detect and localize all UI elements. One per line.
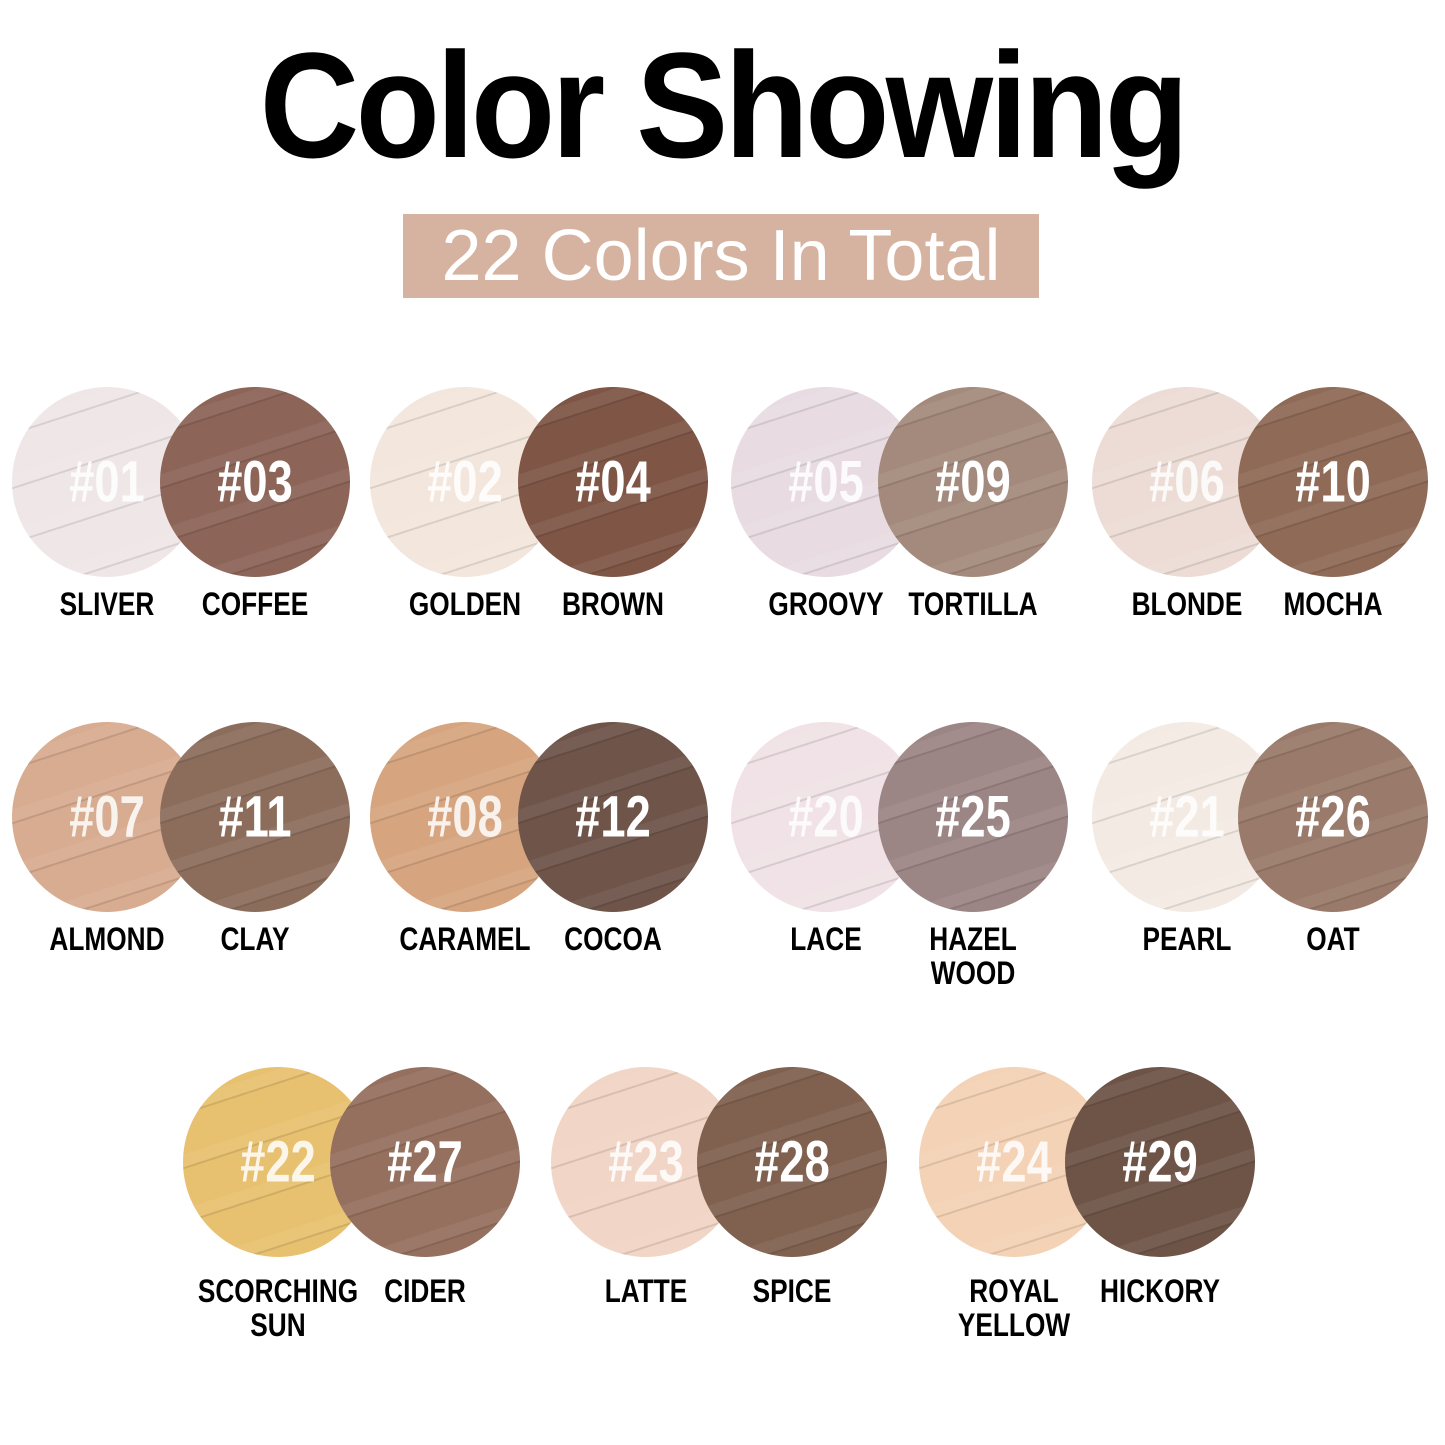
shade-number: #12 (575, 784, 651, 850)
shade-number: #09 (935, 449, 1011, 515)
color-swatch: #11 (160, 722, 350, 912)
shade-name: COCOA (564, 921, 662, 957)
shade-name: SPICE (752, 1273, 832, 1309)
color-swatch: #25 (878, 722, 1068, 912)
color-swatch: #26 (1238, 722, 1428, 912)
shade-name: GOLDEN (408, 586, 522, 622)
shade-name: CIDER (384, 1273, 466, 1309)
shade-number: #07 (69, 784, 145, 850)
shade-name: CARAMEL (399, 921, 531, 957)
shade-name: SCORCHING SUN (197, 1273, 359, 1343)
shade-name: BROWN (561, 586, 665, 622)
shade-number: #10 (1295, 449, 1371, 515)
shade-number: #25 (935, 784, 1011, 850)
shade-name: HAZEL WOOD (929, 921, 1017, 991)
color-swatch: #12 (518, 722, 708, 912)
shade-number: #20 (788, 784, 864, 850)
shade-number: #01 (69, 449, 145, 515)
shade-number: #29 (1122, 1129, 1198, 1195)
shade-number: #27 (387, 1129, 463, 1195)
shade-name: PEARL (1142, 921, 1232, 957)
shade-name: COFFEE (201, 586, 309, 622)
color-swatch: #10 (1238, 387, 1428, 577)
page-title: Color Showing (259, 21, 1189, 189)
shade-number: #23 (608, 1129, 684, 1195)
shade-name: LATTE (604, 1273, 688, 1309)
shade-name: ROYAL YELLOW (957, 1273, 1071, 1343)
color-swatch: #09 (878, 387, 1068, 577)
shade-number: #28 (754, 1129, 830, 1195)
shade-number: #24 (976, 1129, 1052, 1195)
shade-number: #21 (1149, 784, 1225, 850)
shade-name: ALMOND (49, 921, 165, 957)
shade-number: #08 (427, 784, 503, 850)
shade-number: #02 (427, 449, 503, 515)
shade-number: #22 (240, 1129, 316, 1195)
shade-number: #05 (788, 449, 864, 515)
color-swatch: #04 (518, 387, 708, 577)
shade-name: GROOVY (768, 586, 884, 622)
subtitle-banner: 22 Colors In Total (403, 214, 1039, 298)
shade-number: #03 (217, 449, 293, 515)
shade-name: OAT (1306, 921, 1360, 957)
shade-name: SLIVER (59, 586, 155, 622)
shade-name: LACE (790, 921, 862, 957)
shade-number: #06 (1149, 449, 1225, 515)
shade-name: MOCHA (1283, 586, 1383, 622)
shade-name: CLAY (220, 921, 290, 957)
shade-number: #26 (1295, 784, 1371, 850)
color-swatch: #28 (697, 1067, 887, 1257)
shade-number: #04 (575, 449, 651, 515)
shade-number: #11 (218, 784, 292, 850)
shade-name: TORTILLA (908, 586, 1038, 622)
color-swatch: #03 (160, 387, 350, 577)
shade-name: BLONDE (1131, 586, 1243, 622)
shade-name: HICKORY (1099, 1273, 1221, 1309)
color-swatch: #29 (1065, 1067, 1255, 1257)
color-swatch: #27 (330, 1067, 520, 1257)
